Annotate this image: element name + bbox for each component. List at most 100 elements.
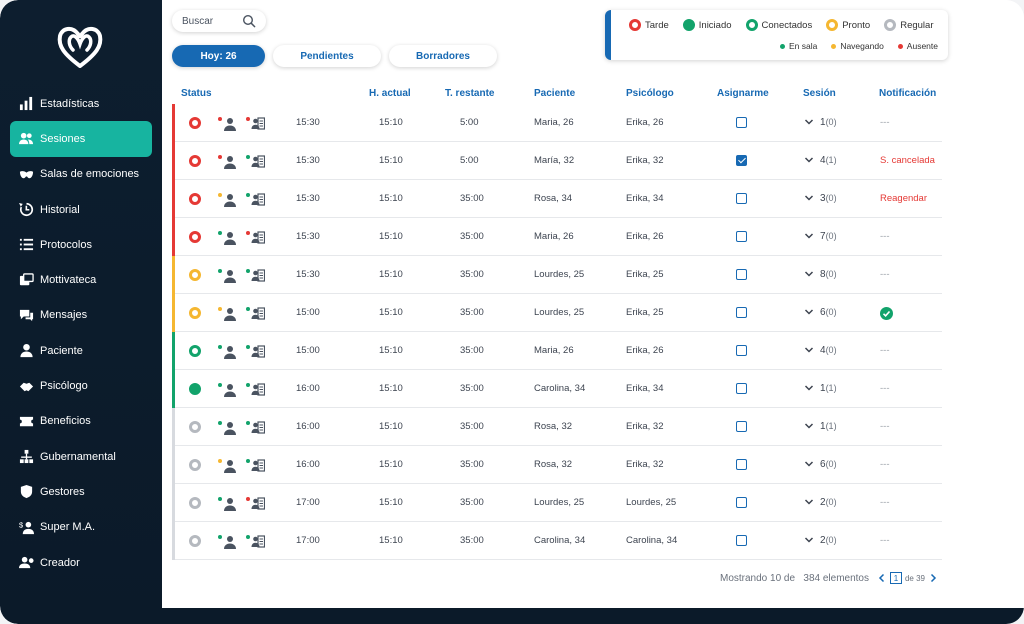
header-h-actual[interactable]: H. actual <box>369 88 411 99</box>
current-time: 15:10 <box>379 307 403 318</box>
chevron-down-icon[interactable] <box>804 421 814 431</box>
chevron-down-icon[interactable] <box>804 535 814 545</box>
assign-checkbox[interactable] <box>736 269 747 280</box>
patient-icon[interactable] <box>223 421 237 435</box>
session-tabs: Hoy: 26 Pendientes Borradores <box>172 45 497 67</box>
patient-icon[interactable] <box>223 345 237 359</box>
psychologist-file-icon[interactable] <box>251 231 266 245</box>
patient-icon[interactable] <box>223 155 237 169</box>
psychologist-file-icon[interactable] <box>251 345 266 359</box>
assign-checkbox[interactable] <box>736 459 747 470</box>
assign-checkbox[interactable] <box>736 231 747 242</box>
table-row[interactable]: 15:30 15:10 5:00 María, 32 Erika, 32 4(1) S. c… <box>172 142 942 180</box>
chevron-down-icon[interactable] <box>804 231 814 241</box>
header-paciente[interactable]: Paciente <box>534 88 576 99</box>
patient-icon[interactable] <box>223 497 237 511</box>
time-remaining: 35:00 <box>460 231 484 242</box>
chevron-down-icon[interactable] <box>804 155 814 165</box>
next-page-icon[interactable] <box>928 573 938 583</box>
sidebar-item-salas-de-emociones[interactable]: Salas de emociones <box>10 157 152 192</box>
chevron-down-icon[interactable] <box>804 193 814 203</box>
table-row[interactable]: 17:00 15:10 35:00 Carolina, 34 Carolina, 34 2… <box>172 522 942 560</box>
search-box[interactable] <box>172 10 266 32</box>
table-row[interactable]: 16:00 15:10 35:00 Carolina, 34 Erika, 34 1(1)… <box>172 370 942 408</box>
sidebar-item-paciente[interactable]: Paciente <box>10 333 152 368</box>
table-row[interactable]: 17:00 15:10 35:00 Lourdes, 25 Lourdes, 25 2(0… <box>172 484 942 522</box>
sidebar-item-sesiones[interactable]: Sesiones <box>10 121 152 157</box>
table-row[interactable]: 15:30 15:10 35:00 Rosa, 34 Erika, 34 3(0) Reag… <box>172 180 942 218</box>
assign-checkbox[interactable] <box>736 421 747 432</box>
chevron-down-icon[interactable] <box>804 269 814 279</box>
assign-checkbox[interactable] <box>736 193 747 204</box>
chevron-down-icon[interactable] <box>804 307 814 317</box>
sidebar-item-historial[interactable]: Historial <box>10 192 152 227</box>
sidebar-item-creador[interactable]: Creador <box>10 545 152 580</box>
assign-checkbox[interactable] <box>736 117 747 128</box>
patient-presence-dot <box>218 117 222 121</box>
psychologist-file-icon[interactable] <box>251 269 266 283</box>
sidebar-item-gubernamental[interactable]: Gubernamental <box>10 439 152 474</box>
sidebar-item-mensajes[interactable]: Mensajes <box>10 298 152 333</box>
table-row[interactable]: 15:00 15:10 35:00 Lourdes, 25 Erika, 25 6(0) <box>172 294 942 332</box>
patient-icon[interactable] <box>223 459 237 473</box>
sidebar-item-estadísticas[interactable]: Estadísticas <box>10 86 152 121</box>
chevron-down-icon[interactable] <box>804 345 814 355</box>
sidebar-item-label: Salas de emociones <box>40 168 140 181</box>
chevron-down-icon[interactable] <box>804 497 814 507</box>
header-sesion[interactable]: Sesión <box>803 88 836 99</box>
header-t-restante[interactable]: T. restante <box>445 88 495 99</box>
psychologist-file-icon[interactable] <box>251 459 266 473</box>
chevron-down-icon[interactable] <box>804 383 814 393</box>
table-row[interactable]: 15:30 15:10 35:00 Maria, 26 Erika, 26 7(0) --- <box>172 218 942 256</box>
psychologist-file-icon[interactable] <box>251 383 266 397</box>
assign-checkbox[interactable] <box>736 345 747 356</box>
current-page[interactable]: 1 <box>889 572 902 584</box>
patient-icon[interactable] <box>223 231 237 245</box>
chat-icon <box>18 307 34 323</box>
sidebar-item-beneficios[interactable]: Beneficios <box>10 404 152 439</box>
patient-icon[interactable] <box>223 535 237 549</box>
sidebar-item-psicólogo[interactable]: Psicólogo <box>10 368 152 403</box>
psychologist-file-icon[interactable] <box>251 421 266 435</box>
notification-text[interactable]: S. cancelada <box>880 155 935 166</box>
patient-icon[interactable] <box>223 117 237 131</box>
patient-icon[interactable] <box>223 269 237 283</box>
header-notificacion[interactable]: Notificación <box>879 88 937 99</box>
notification-text[interactable]: Reagendar <box>880 193 928 204</box>
sidebar-item-super-m-a-[interactable]: $ Super M.A. <box>10 510 152 545</box>
table-row[interactable]: 15:00 15:10 35:00 Maria, 26 Erika, 26 4(0) --- <box>172 332 942 370</box>
tab-borradores[interactable]: Borradores <box>389 45 497 67</box>
assign-checkbox[interactable] <box>736 383 747 394</box>
tab-pendientes[interactable]: Pendientes <box>273 45 381 67</box>
header-psicologo[interactable]: Psicólogo <box>626 88 674 99</box>
patient-icon[interactable] <box>223 193 237 207</box>
sidebar-item-mottivateca[interactable]: Mottivateca <box>10 262 152 297</box>
table-row[interactable]: 15:30 15:10 5:00 Maria, 26 Erika, 26 1(0) --- <box>172 104 942 142</box>
header-asignarme[interactable]: Asignarme <box>717 88 769 99</box>
chevron-down-icon[interactable] <box>804 117 814 127</box>
assign-checkbox[interactable] <box>736 535 747 546</box>
table-row[interactable]: 16:00 15:10 35:00 Rosa, 32 Erika, 32 1(1) --- <box>172 408 942 446</box>
search-input[interactable] <box>182 15 240 27</box>
table-row[interactable]: 15:30 15:10 35:00 Lourdes, 25 Erika, 25 8(0) -… <box>172 256 942 294</box>
psychologist-file-icon[interactable] <box>251 117 266 131</box>
session-number: 6(0) <box>820 459 837 470</box>
prev-page-icon[interactable] <box>877 573 887 583</box>
assign-checkbox[interactable] <box>736 155 747 166</box>
psychologist-file-icon[interactable] <box>251 193 266 207</box>
patient-icon[interactable] <box>223 307 237 321</box>
sidebar-item-gestores[interactable]: Gestores <box>10 474 152 509</box>
tab-hoy[interactable]: Hoy: 26 <box>172 45 265 67</box>
assign-checkbox[interactable] <box>736 307 747 318</box>
table-row[interactable]: 16:00 15:10 35:00 Rosa, 32 Erika, 32 6(0) --- <box>172 446 942 484</box>
patient-icon[interactable] <box>223 383 237 397</box>
sidebar-item-protocolos[interactable]: Protocolos <box>10 227 152 262</box>
chevron-down-icon[interactable] <box>804 459 814 469</box>
search-icon[interactable] <box>242 14 256 28</box>
assign-checkbox[interactable] <box>736 497 747 508</box>
psychologist-file-icon[interactable] <box>251 535 266 549</box>
header-status[interactable]: Status <box>181 88 212 99</box>
psychologist-file-icon[interactable] <box>251 155 266 169</box>
psychologist-file-icon[interactable] <box>251 307 266 321</box>
psychologist-file-icon[interactable] <box>251 497 266 511</box>
